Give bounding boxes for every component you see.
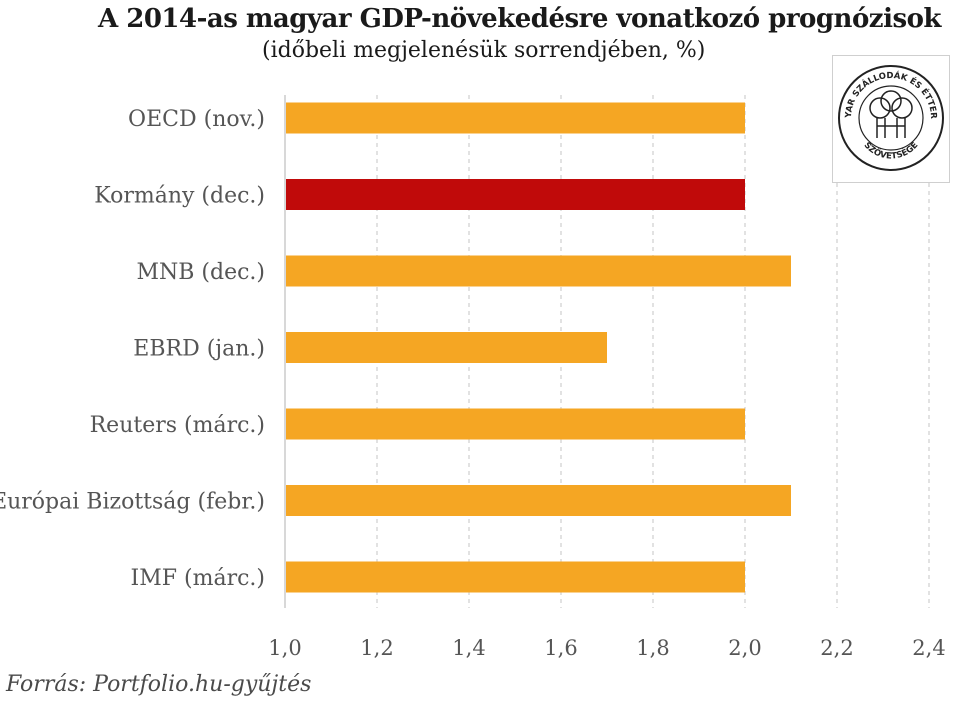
bar [286,561,745,593]
category-label: Kormány (dec.) [94,184,265,209]
bar [286,255,791,287]
source-note: Forrás: Portfolio.hu-gyűjtés [6,672,312,697]
association-logo: MAGYAR SZÁLLODÁK ÉS ÉTTERMEK SZÖVETSÉGE [829,49,950,183]
svg-text:SZÖVETSÉGE: SZÖVETSÉGE [862,140,921,161]
x-tick-label: 2,0 [728,636,761,660]
category-label: Európai Bizottság (febr.) [0,490,265,515]
x-tick-label: 1,2 [360,636,393,660]
chart-title: A 2014-as magyar GDP-növekedésre vonatko… [98,4,941,34]
category-label: EBRD (jan.) [133,337,265,362]
bar [286,102,745,134]
bar [286,485,791,516]
x-tick-label: 2,4 [912,636,945,660]
logo-text-bottom: SZÖVETSÉGE [862,140,921,161]
chart-subtitle: (időbeli megjelenésük sorrendjében, %) [262,38,706,63]
x-tick-label: 2,2 [820,636,853,660]
bar [286,179,745,210]
category-label: Reuters (márc.) [90,413,265,438]
category-label: OECD (nov.) [128,107,265,132]
bar [286,408,745,440]
x-tick-label: 1,8 [636,636,669,660]
x-tick-label: 1,4 [452,636,485,660]
category-label: IMF (márc.) [131,566,265,591]
category-label: MNB (dec.) [136,260,265,285]
bar [286,332,607,363]
x-tick-label: 1,0 [268,636,301,660]
x-tick-label: 1,6 [544,636,577,660]
